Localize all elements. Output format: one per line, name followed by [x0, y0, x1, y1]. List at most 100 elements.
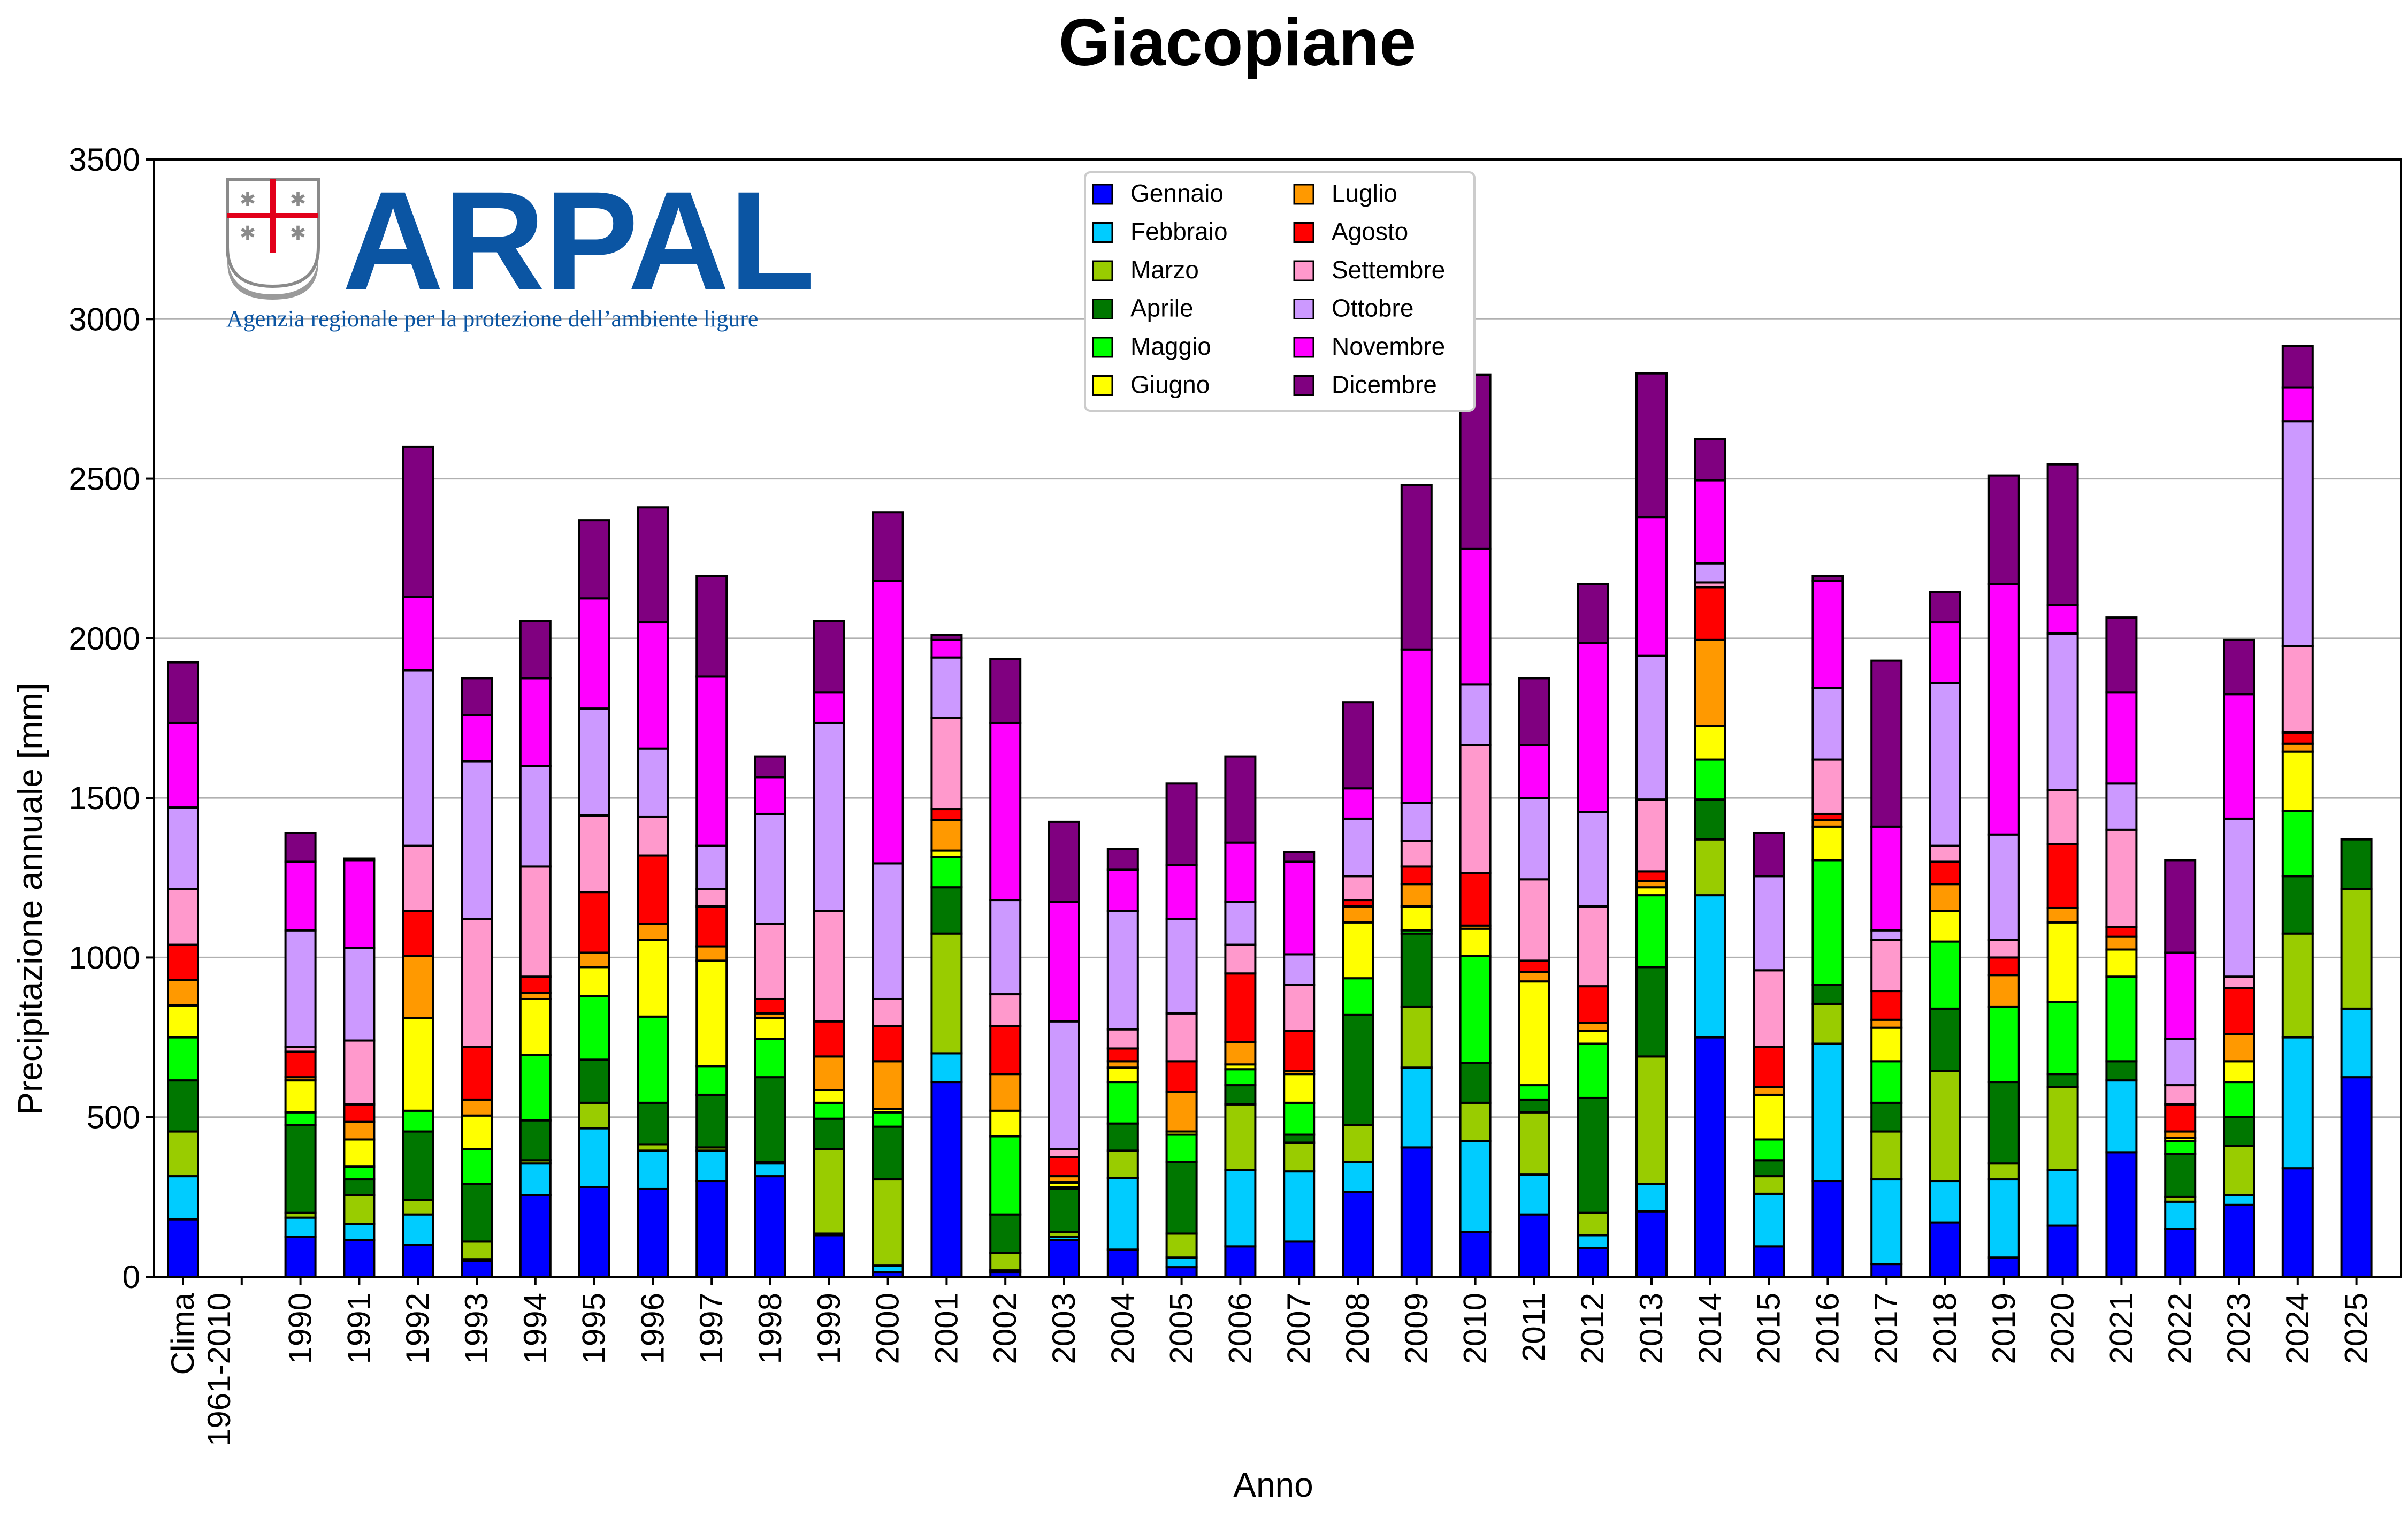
bar-segment [1106, 868, 1139, 912]
legend-label: Luglio [1332, 179, 1397, 207]
bar-segment [989, 1252, 1022, 1272]
bar-segment [1811, 758, 1844, 815]
bar-segment [1224, 943, 1257, 975]
bar-segment [1342, 817, 1374, 878]
bar-segment [2105, 616, 2138, 694]
bar-segment [1400, 1066, 1433, 1149]
bar-segment [637, 923, 669, 941]
bar-segment [1400, 840, 1433, 868]
bar-segment [284, 1111, 317, 1126]
bar-segment [1283, 1101, 1316, 1136]
bar-segment [872, 511, 904, 582]
chart-title: Giacopiane [1059, 6, 1416, 80]
bar-segment [1870, 1060, 1903, 1104]
bar-segment [578, 597, 610, 710]
bar-segment [578, 891, 610, 954]
x-tick-label: 2019 [1986, 1293, 2022, 1364]
bar-segment [2340, 888, 2373, 1010]
bar-segment [519, 1054, 552, 1122]
bar-segment [695, 959, 728, 1068]
x-tick-label: 2024 [2280, 1293, 2315, 1364]
bar-segment [1577, 905, 1609, 988]
bar-segment [2281, 645, 2314, 734]
bar-segment [1929, 940, 1961, 1010]
bar-segment [813, 1089, 845, 1104]
bar-segment [519, 975, 552, 994]
bar-segment [989, 1213, 1022, 1254]
bar-segment [167, 806, 199, 890]
bar-segment [461, 1183, 493, 1243]
bar-segment [1283, 1240, 1316, 1278]
legend-swatch [1092, 222, 1113, 243]
legend-swatch [1092, 184, 1113, 205]
bar-segment [1518, 1084, 1550, 1101]
bar-segment [1929, 591, 1961, 624]
bar-segment [1870, 929, 1903, 941]
bar-segment [1518, 677, 1550, 746]
bar-segment [578, 519, 610, 600]
bar-segment [284, 832, 317, 863]
bar-segment [813, 1020, 845, 1058]
bar-segment [813, 1234, 845, 1278]
bar-segment [1283, 984, 1316, 1032]
bar-segment [2223, 1194, 2255, 1206]
bar-segment [1165, 1060, 1198, 1093]
x-tick-label: 2006 [1222, 1293, 1258, 1364]
bar-segment [1283, 860, 1316, 956]
legend-swatch [1293, 222, 1314, 243]
bar-segment [1165, 1133, 1198, 1163]
bar-segment [2105, 975, 2138, 1063]
bar-segment [637, 1149, 669, 1190]
bar-segment [167, 979, 199, 1007]
bar-segment [1811, 984, 1844, 1005]
bar-segment [1342, 921, 1374, 980]
bar-segment [1635, 372, 1668, 519]
legend-label: Settembre [1332, 256, 1445, 284]
bar-segment [1987, 474, 2020, 585]
bar-segment [1048, 1156, 1080, 1178]
bar-segment [1459, 1140, 1492, 1233]
bar-segment [1048, 1148, 1080, 1158]
bar-segment [754, 1175, 786, 1278]
bar-segment [989, 899, 1022, 996]
bar-segment [2046, 604, 2079, 635]
bar-segment [1224, 972, 1257, 1043]
legend-label: Aprile [1130, 294, 1194, 322]
x-tick-label: 1995 [576, 1293, 612, 1364]
x-tick-label: 2020 [2045, 1293, 2081, 1364]
x-tick-label: 2015 [1751, 1293, 1787, 1364]
bar-segment [1870, 659, 1903, 828]
bar-segment [1753, 1192, 1785, 1248]
x-tick-label: 2017 [1868, 1293, 1904, 1364]
liguria-shield-icon: ✱ ✱ ✱ ✱ [226, 178, 320, 300]
bar-segment [1694, 725, 1726, 761]
bar-segment [1635, 516, 1668, 657]
bar-segment [1811, 1180, 1844, 1278]
bar-segment [637, 621, 669, 750]
bar-segment [1635, 1055, 1668, 1185]
bar-segment [519, 765, 552, 868]
bar-segment [2164, 1200, 2197, 1230]
bar-segment [1106, 1122, 1139, 1152]
bar-segment [1811, 1002, 1844, 1045]
legend-swatch [1293, 184, 1314, 205]
bar-segment [2105, 782, 2138, 831]
x-tick-label: 1993 [458, 1293, 494, 1364]
bar-segment [343, 1039, 376, 1106]
bar-segment [1400, 883, 1433, 908]
y-tick-label: 2000 [69, 621, 140, 657]
bar-segment [1811, 1042, 1844, 1183]
bar-segment [930, 634, 963, 641]
bar-segment [1342, 1191, 1374, 1278]
bar-segment [2105, 1060, 2138, 1082]
bar-segment [1811, 825, 1844, 862]
bar-segment [1048, 901, 1080, 1023]
bar-segment [343, 1178, 376, 1196]
bar-segment [1224, 1103, 1257, 1171]
legend-swatch [1293, 260, 1314, 281]
legend-swatch [1293, 375, 1314, 396]
bar-segment [2105, 948, 2138, 978]
bar-segment [2164, 1153, 2197, 1198]
bar-segment [2046, 1224, 2079, 1278]
bar-segment [461, 1148, 493, 1185]
